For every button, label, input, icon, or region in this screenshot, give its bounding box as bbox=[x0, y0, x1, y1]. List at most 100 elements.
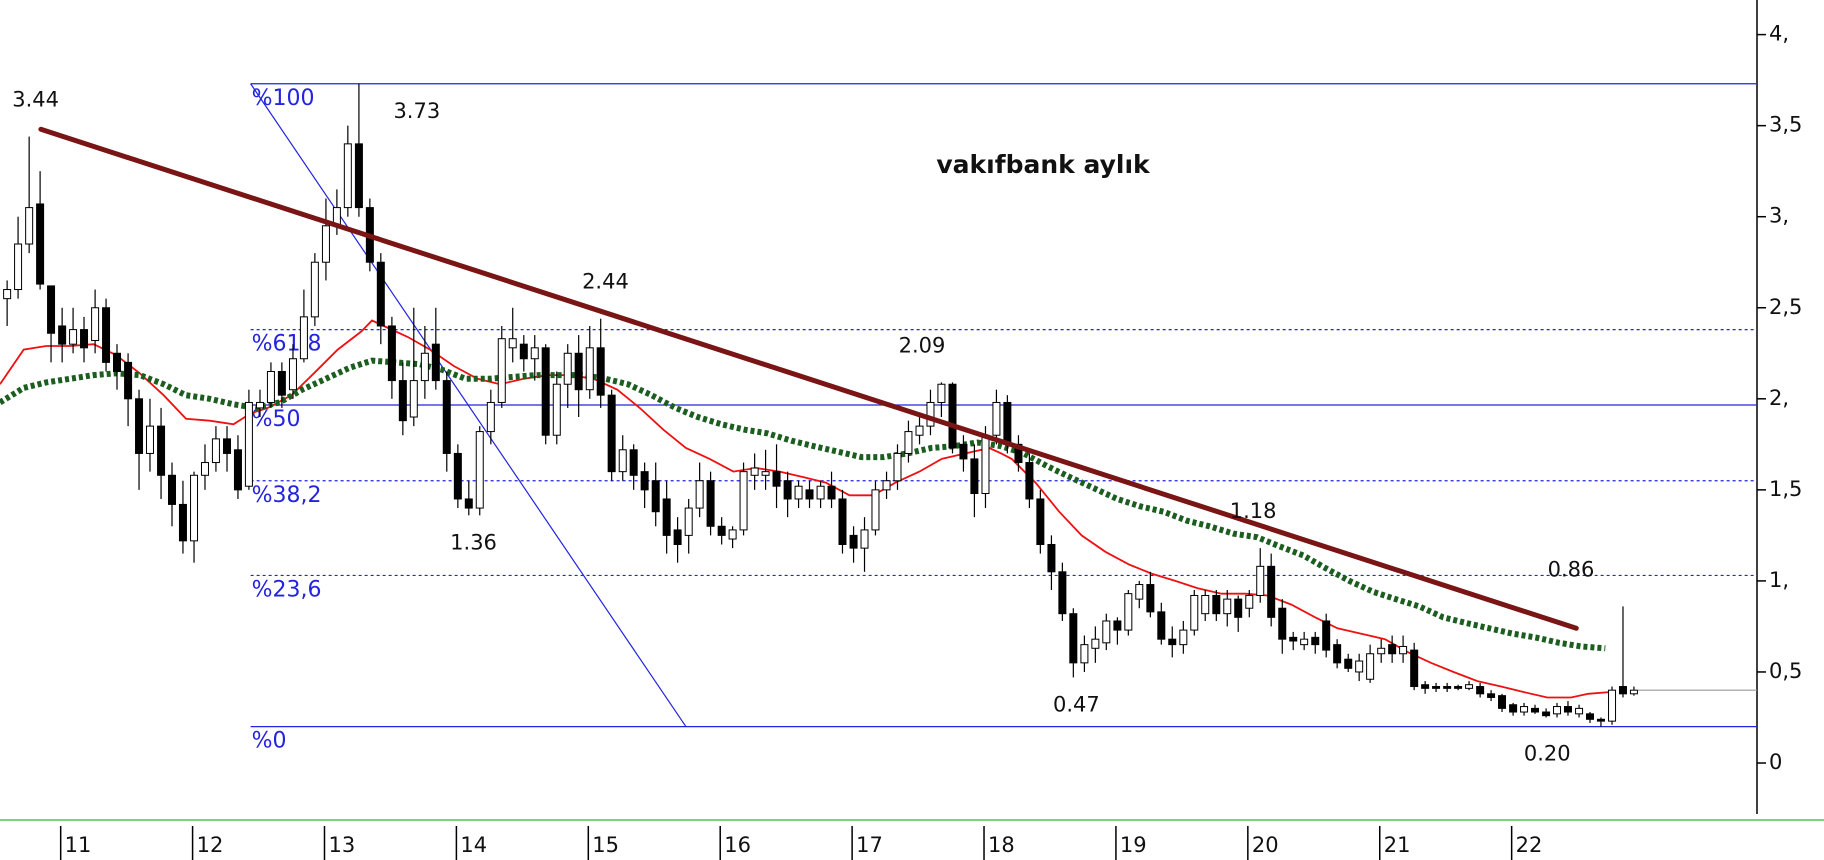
candle-body bbox=[420, 352, 429, 382]
candle-body bbox=[1047, 543, 1056, 573]
candle-body bbox=[1355, 660, 1364, 673]
candle-body bbox=[266, 370, 275, 403]
candle-body bbox=[387, 325, 396, 382]
candle-body bbox=[1135, 584, 1144, 600]
candle-body bbox=[915, 425, 924, 436]
x-tick-label: 17 bbox=[856, 833, 883, 857]
candle-body bbox=[1520, 706, 1529, 713]
fib-label: %38,2 bbox=[252, 483, 322, 508]
candle-body bbox=[1629, 689, 1638, 695]
candle-body bbox=[1212, 594, 1221, 615]
price-annotation: 0.47 bbox=[1053, 692, 1100, 716]
chart-title: vakıfbank aylık bbox=[936, 150, 1151, 179]
candle-body bbox=[772, 471, 781, 487]
candle-body bbox=[1410, 649, 1419, 688]
candle-body bbox=[662, 498, 671, 536]
candle-body bbox=[178, 503, 187, 542]
candle-body bbox=[629, 449, 638, 476]
candle-body bbox=[882, 480, 891, 491]
fib-label: %23,6 bbox=[252, 577, 322, 602]
y-tick-label: 3,5 bbox=[1769, 113, 1802, 137]
candle-body bbox=[299, 316, 308, 360]
price-annotation: 1.36 bbox=[450, 530, 497, 554]
candle-body bbox=[80, 329, 89, 349]
candle-body bbox=[640, 471, 649, 491]
price-annotation: 1.18 bbox=[1230, 499, 1277, 523]
candle-body bbox=[3, 289, 12, 300]
candle-body bbox=[464, 498, 473, 509]
candle-body bbox=[1542, 711, 1551, 717]
candle-body bbox=[1399, 645, 1408, 655]
candle-body bbox=[25, 207, 34, 245]
y-tick-label: 1,5 bbox=[1769, 477, 1802, 501]
candle-body bbox=[1289, 636, 1298, 642]
candle-body bbox=[1223, 598, 1232, 615]
candle-body bbox=[1509, 704, 1518, 713]
candle-body bbox=[310, 261, 319, 318]
x-tick-label: 14 bbox=[460, 833, 487, 857]
candle-body bbox=[849, 534, 858, 549]
candle-body bbox=[1245, 594, 1254, 609]
candle-body bbox=[783, 480, 792, 500]
candle-body bbox=[992, 401, 1001, 436]
y-tick-label: 1, bbox=[1769, 568, 1789, 592]
candle-body bbox=[223, 438, 232, 454]
candle-body bbox=[1531, 707, 1540, 713]
candle-body bbox=[1476, 686, 1485, 695]
candle-body bbox=[1311, 636, 1320, 646]
x-tick-label: 18 bbox=[988, 833, 1015, 857]
candle-body bbox=[1432, 686, 1441, 689]
candle-body bbox=[1487, 693, 1496, 698]
candle-body bbox=[157, 425, 166, 476]
candle-body bbox=[552, 383, 561, 436]
candle-body bbox=[409, 380, 418, 418]
candle-body bbox=[431, 343, 440, 382]
candle-body bbox=[1157, 611, 1166, 640]
candle-body bbox=[717, 525, 726, 536]
candle-body bbox=[475, 431, 484, 509]
candle-body bbox=[497, 338, 506, 403]
candle-body bbox=[1058, 571, 1067, 615]
candle-body bbox=[211, 438, 220, 464]
candle-body bbox=[508, 338, 517, 349]
x-tick-label: 16 bbox=[724, 833, 751, 857]
candle-body bbox=[1300, 638, 1309, 646]
candle-body bbox=[519, 343, 528, 360]
candle-body bbox=[926, 401, 935, 427]
candle-body bbox=[1091, 638, 1100, 649]
price-annotation: 3.73 bbox=[393, 99, 440, 123]
price-annotation: 2.09 bbox=[899, 333, 946, 357]
candle-body bbox=[1333, 644, 1342, 664]
candle-body bbox=[1102, 620, 1111, 644]
candle-body bbox=[1454, 686, 1463, 689]
candle-body bbox=[1465, 684, 1474, 689]
candle-body bbox=[1553, 706, 1562, 715]
price-annotation: 3.44 bbox=[12, 88, 59, 112]
y-tick-label: 3, bbox=[1769, 204, 1789, 228]
candle-body bbox=[14, 243, 23, 291]
candle-body bbox=[135, 398, 144, 454]
candle-body bbox=[1201, 594, 1210, 615]
candle-body bbox=[277, 370, 286, 396]
x-tick-label: 12 bbox=[197, 833, 224, 857]
candle-body bbox=[651, 480, 660, 513]
price-annotation: 2.44 bbox=[582, 270, 629, 294]
candle-body bbox=[1575, 707, 1584, 715]
candle-body bbox=[541, 347, 550, 436]
x-tick-label: 22 bbox=[1516, 833, 1543, 857]
fib-diagonal bbox=[250, 83, 687, 727]
candle-body bbox=[1168, 638, 1177, 646]
x-tick-label: 19 bbox=[1120, 833, 1147, 857]
candle-body bbox=[530, 347, 539, 360]
candle-body bbox=[574, 352, 583, 391]
candle-body bbox=[1443, 686, 1452, 689]
price-annotation: 0.86 bbox=[1548, 557, 1595, 581]
x-tick-label: 13 bbox=[328, 833, 355, 857]
candle-body bbox=[1080, 644, 1089, 664]
candle-body bbox=[168, 474, 177, 505]
candle-body bbox=[1069, 613, 1078, 664]
y-tick-label: 4, bbox=[1769, 22, 1789, 46]
candle-body bbox=[893, 452, 902, 482]
